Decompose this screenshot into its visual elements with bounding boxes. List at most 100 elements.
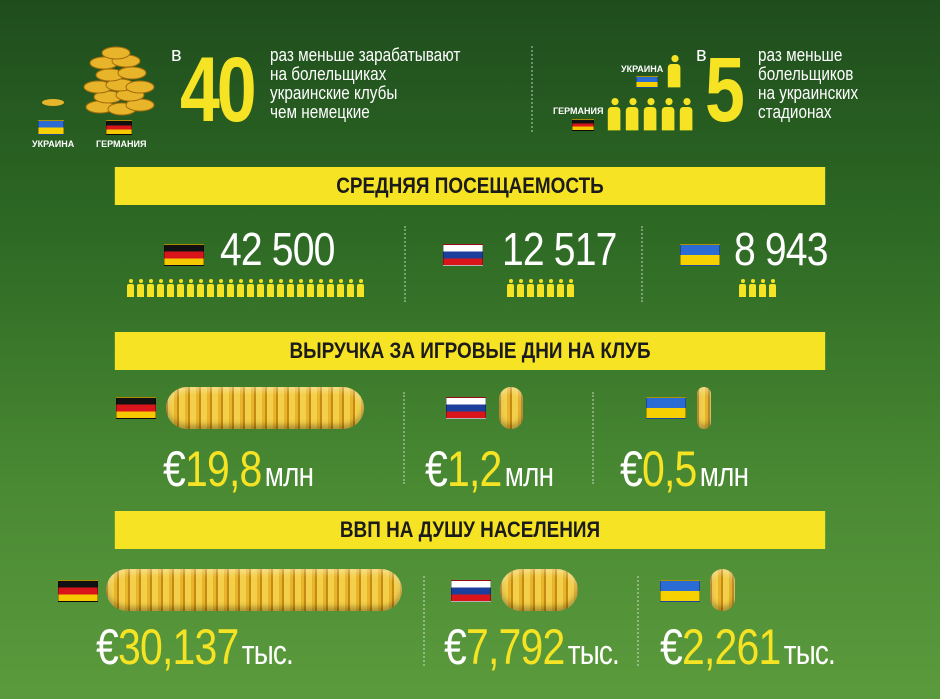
person-icon <box>206 279 215 297</box>
banner-attendance-title: СРЕДНЯЯ ПОСЕЩАЕМОСТЬ <box>336 173 604 198</box>
people-germany-attendance <box>126 279 365 297</box>
person-icon <box>296 279 305 297</box>
attendance-ukraine: 8 943 <box>734 223 828 275</box>
flag-ukraine <box>38 120 64 135</box>
flag-germany-revenue <box>116 397 156 419</box>
banner-gdp-title: ВВП НА ДУШУ НАСЕЛЕНИЯ <box>339 517 601 542</box>
revenue-russia: €1,2млн <box>425 440 554 498</box>
person-icon <box>176 279 185 297</box>
gdp-russia-currency: € <box>444 619 467 675</box>
person-icon <box>276 279 285 297</box>
person-icon <box>246 279 255 297</box>
label-germany: ГЕРМАНИЯ <box>96 139 147 149</box>
flag-russia-gdp <box>451 580 491 602</box>
gdp-germany-value: 30,137 <box>117 619 239 675</box>
people-ukraine-attendance <box>738 279 777 297</box>
gdp-germany: €30,137тыс. <box>96 618 294 676</box>
banner-attendance: СРЕДНЯЯ ПОСЕЩАЕМОСТЬ <box>114 167 826 205</box>
revenue-germany-value: 19,8 <box>184 441 262 497</box>
attendance-separator-2 <box>641 226 643 302</box>
coins-ukraine-revenue-icon <box>697 387 711 429</box>
coins-russia-revenue-icon <box>499 387 523 429</box>
person-icon <box>556 279 565 297</box>
gdp-ukraine-currency: € <box>660 619 683 675</box>
headline-earnings: раз меньше зарабатывают на болельщиках у… <box>270 45 461 122</box>
coins-russia-gdp-icon <box>500 569 578 611</box>
coins-ukraine-gdp-icon <box>710 569 735 611</box>
banner-revenue: ВЫРУЧКА ЗА ИГРОВЫЕ ДНИ НА КЛУБ <box>114 332 826 370</box>
gdp-russia: €7,792тыс. <box>444 618 620 676</box>
person-icon <box>516 279 525 297</box>
person-icon <box>316 279 325 297</box>
person-icon <box>146 279 155 297</box>
gdp-germany-unit: тыс. <box>241 634 294 672</box>
revenue-ukraine-value: 0,5 <box>641 441 697 497</box>
gdp-germany-currency: € <box>96 619 119 675</box>
person-icon <box>738 279 747 297</box>
flag-ukraine-gdp <box>660 580 700 602</box>
people-germany-icon <box>606 98 693 131</box>
person-icon <box>346 279 355 297</box>
person-icon <box>536 279 545 297</box>
person-icon <box>256 279 265 297</box>
flag-germany-right <box>572 119 594 131</box>
revenue-ukraine-unit: млн <box>699 456 749 494</box>
person-icon <box>186 279 195 297</box>
coins-germany-revenue-icon <box>166 387 364 429</box>
person-icon <box>136 279 145 297</box>
attendance-separator-1 <box>404 226 406 302</box>
coin-pile-germany-icon <box>80 45 158 117</box>
flag-russia-attendance <box>443 244 483 266</box>
revenue-russia-currency: € <box>425 441 448 497</box>
big-number-40: 40 <box>180 39 257 141</box>
gdp-russia-value: 7,792 <box>465 619 565 675</box>
label-germany-right: ГЕРМАНИЯ <box>553 106 604 116</box>
person-icon <box>526 279 535 297</box>
coin-ukraine-icon <box>42 99 64 106</box>
attendance-germany: 42 500 <box>220 223 335 275</box>
revenue-ukraine-currency: € <box>620 441 643 497</box>
flag-ukraine-attendance <box>680 244 720 266</box>
big-number-5: 5 <box>705 39 745 141</box>
revenue-russia-value: 1,2 <box>446 441 502 497</box>
gdp-ukraine-unit: тыс. <box>783 634 836 672</box>
person-icon <box>196 279 205 297</box>
attendance-russia: 12 517 <box>502 223 617 275</box>
people-russia-attendance <box>506 279 575 297</box>
flag-ukraine-right <box>636 76 658 88</box>
revenue-germany: €19,8млн <box>163 440 314 498</box>
flag-russia-revenue <box>446 397 486 419</box>
banner-gdp: ВВП НА ДУШУ НАСЕЛЕНИЯ <box>114 511 826 549</box>
person-icon <box>356 279 365 297</box>
person-icon <box>566 279 575 297</box>
gdp-separator-2 <box>637 576 639 666</box>
flag-ukraine-revenue <box>646 397 686 419</box>
headline-fans: раз меньше болельщиков на украинских ста… <box>758 45 859 122</box>
flag-germany <box>106 120 132 135</box>
revenue-separator-1 <box>403 392 405 484</box>
person-icon <box>306 279 315 297</box>
person-icon <box>216 279 225 297</box>
person-icon <box>506 279 515 297</box>
person-icon <box>226 279 235 297</box>
person-icon <box>326 279 335 297</box>
person-icon <box>758 279 767 297</box>
revenue-separator-2 <box>592 392 594 484</box>
person-icon <box>156 279 165 297</box>
person-icon <box>266 279 275 297</box>
person-icon <box>236 279 245 297</box>
person-icon <box>166 279 175 297</box>
gdp-ukraine-value: 2,261 <box>681 619 781 675</box>
banner-revenue-title: ВЫРУЧКА ЗА ИГРОВЫЕ ДНИ НА КЛУБ <box>289 338 651 363</box>
person-icon <box>126 279 135 297</box>
revenue-germany-currency: € <box>163 441 186 497</box>
revenue-russia-unit: млн <box>504 456 554 494</box>
person-icon <box>768 279 777 297</box>
gdp-separator-1 <box>423 576 425 666</box>
person-icon <box>546 279 555 297</box>
person-ukraine-icon <box>666 55 681 88</box>
gdp-ukraine: €2,261тыс. <box>660 618 836 676</box>
revenue-germany-unit: млн <box>264 456 314 494</box>
label-ukraine-right: УКРАИНА <box>621 64 664 74</box>
gdp-russia-unit: тыс. <box>567 634 620 672</box>
